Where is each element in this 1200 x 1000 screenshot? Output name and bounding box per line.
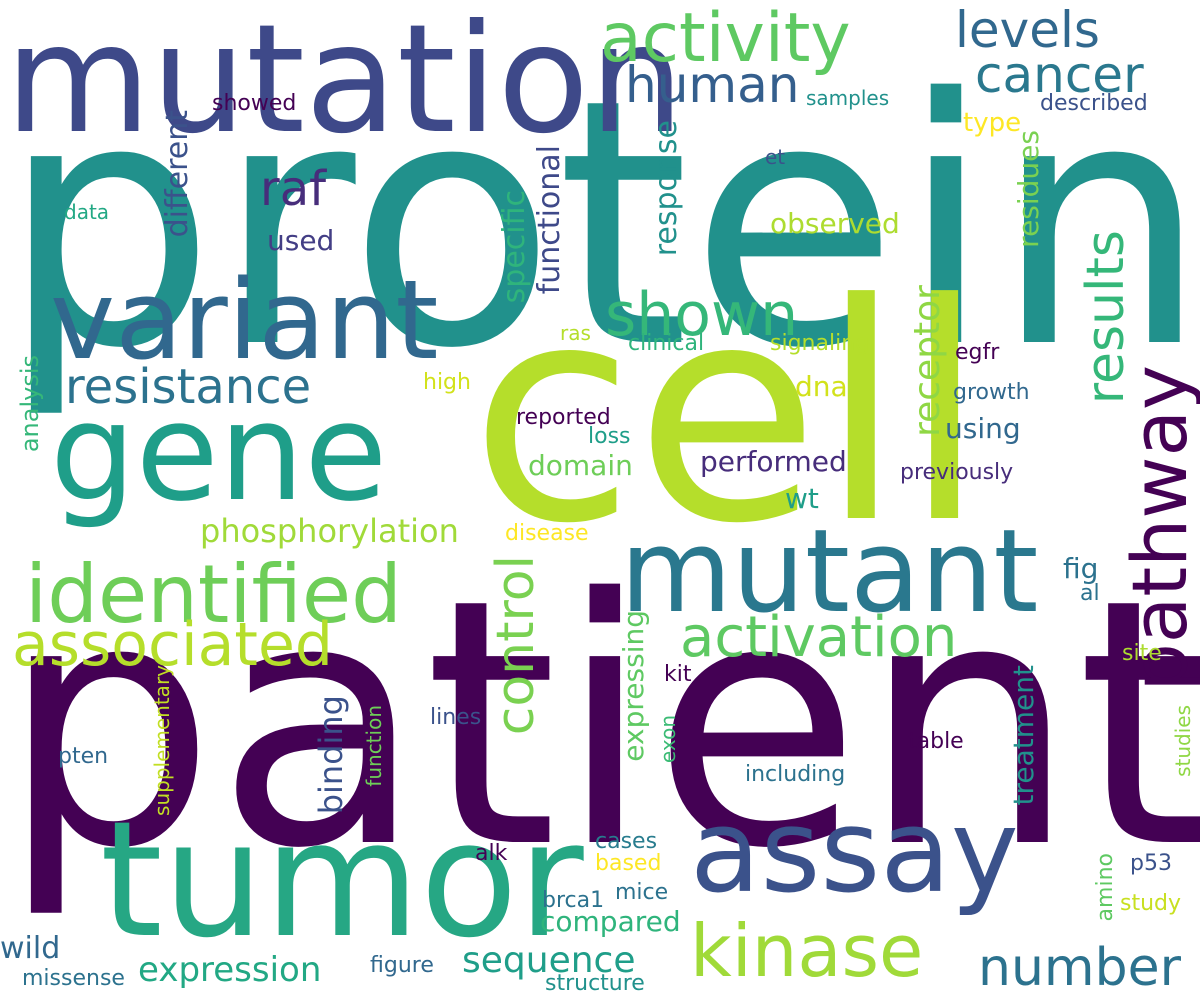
word-function: function [362, 705, 386, 787]
word-samples: samples [806, 86, 890, 110]
word-sequence: sequence [462, 940, 636, 981]
word-growth: growth [953, 380, 1030, 405]
word-based: based [595, 851, 662, 876]
word-cases: cases [595, 829, 658, 854]
word-brca1: brca1 [542, 888, 605, 913]
word-egfr: egfr [955, 340, 1000, 365]
word-number: number [978, 938, 1181, 998]
word-high: high [423, 370, 471, 395]
word-structure: structure [545, 971, 645, 996]
word-mice: mice [615, 880, 669, 905]
word-al: al [1080, 581, 1100, 606]
word-dna: dna [795, 370, 848, 403]
word-including: including [745, 762, 846, 787]
word-type: type [963, 108, 1022, 138]
word-resistance: resistance [65, 359, 312, 415]
word-amino: amino [1093, 853, 1118, 922]
word-alk: alk [475, 841, 508, 866]
word-exon: exon [656, 715, 680, 764]
word-disease: disease [505, 521, 589, 546]
word-identified: identified [25, 548, 402, 641]
word-cell: cell [470, 240, 987, 589]
word-receptor: receptor [907, 285, 948, 437]
word-showed: showed [212, 91, 297, 116]
word-human: human [625, 56, 800, 114]
word-using: using [945, 412, 1021, 445]
word-described: described [1040, 91, 1148, 116]
word-fig: fig [1063, 552, 1099, 585]
word-reported: reported [516, 405, 611, 430]
word-binding: binding [312, 695, 350, 815]
word-loss: loss [588, 424, 631, 449]
word-observed: observed [770, 207, 900, 240]
word-studies: studies [1171, 705, 1195, 777]
word-et: et [765, 145, 786, 169]
word-pten: pten [58, 744, 109, 769]
word-mutation: mutation [5, 0, 685, 167]
word-table: table [908, 729, 964, 754]
word-data: data [64, 200, 110, 224]
word-expressing: expressing [617, 610, 650, 762]
word-variant: variant [50, 256, 439, 384]
word-cancer: cancer [975, 46, 1144, 104]
word-missense: missense [22, 966, 125, 991]
word-levels: levels [955, 1, 1100, 59]
word-specific: specific [497, 190, 532, 304]
word-kinase: kinase [690, 909, 924, 993]
word-figure: figure [370, 953, 434, 978]
word-functional: functional [532, 145, 567, 295]
word-analysis: analysis [16, 355, 44, 453]
word-activation: activation [680, 605, 958, 670]
word-kit: kit [664, 662, 692, 687]
word-associated: associated [12, 610, 333, 680]
word-site: site [1122, 641, 1162, 666]
word-results: results [1076, 230, 1136, 405]
word-mutant: mutant [620, 505, 1039, 639]
word-control: control [486, 555, 546, 736]
word-wt: wt [785, 482, 819, 515]
word-lines: lines [430, 705, 482, 730]
word-compared: compared [540, 905, 681, 938]
word-treatment: treatment [1007, 665, 1040, 806]
word-wild: wild [0, 931, 61, 966]
word-study: study [1120, 891, 1182, 916]
word-ras: ras [560, 321, 591, 345]
word-activity: activity [600, 0, 851, 78]
word-domain: domain [528, 449, 633, 482]
word-supplementary: supplementary [150, 665, 174, 816]
word-assay: assay [690, 785, 1019, 919]
word-gene: gene [50, 374, 388, 531]
word-phosphorylation: phosphorylation [200, 512, 459, 550]
word-signaling: signaling [770, 331, 870, 356]
word-different: different [160, 110, 195, 238]
word-protein: protein [0, 27, 1200, 423]
word-response: response [649, 120, 684, 257]
word-clinical: clinical [628, 331, 705, 356]
word-expression: expression [138, 950, 322, 990]
word-p53: p53 [1130, 851, 1172, 876]
word-tumor: tumor [100, 786, 584, 973]
word-raf: raf [260, 161, 327, 217]
word-performed: performed [700, 445, 847, 478]
word-used: used [267, 224, 335, 257]
word-residues: residues [1012, 130, 1045, 248]
word-shown: shown [605, 280, 799, 350]
word-previously: previously [900, 460, 1014, 485]
word-patient: patient [0, 527, 1200, 923]
